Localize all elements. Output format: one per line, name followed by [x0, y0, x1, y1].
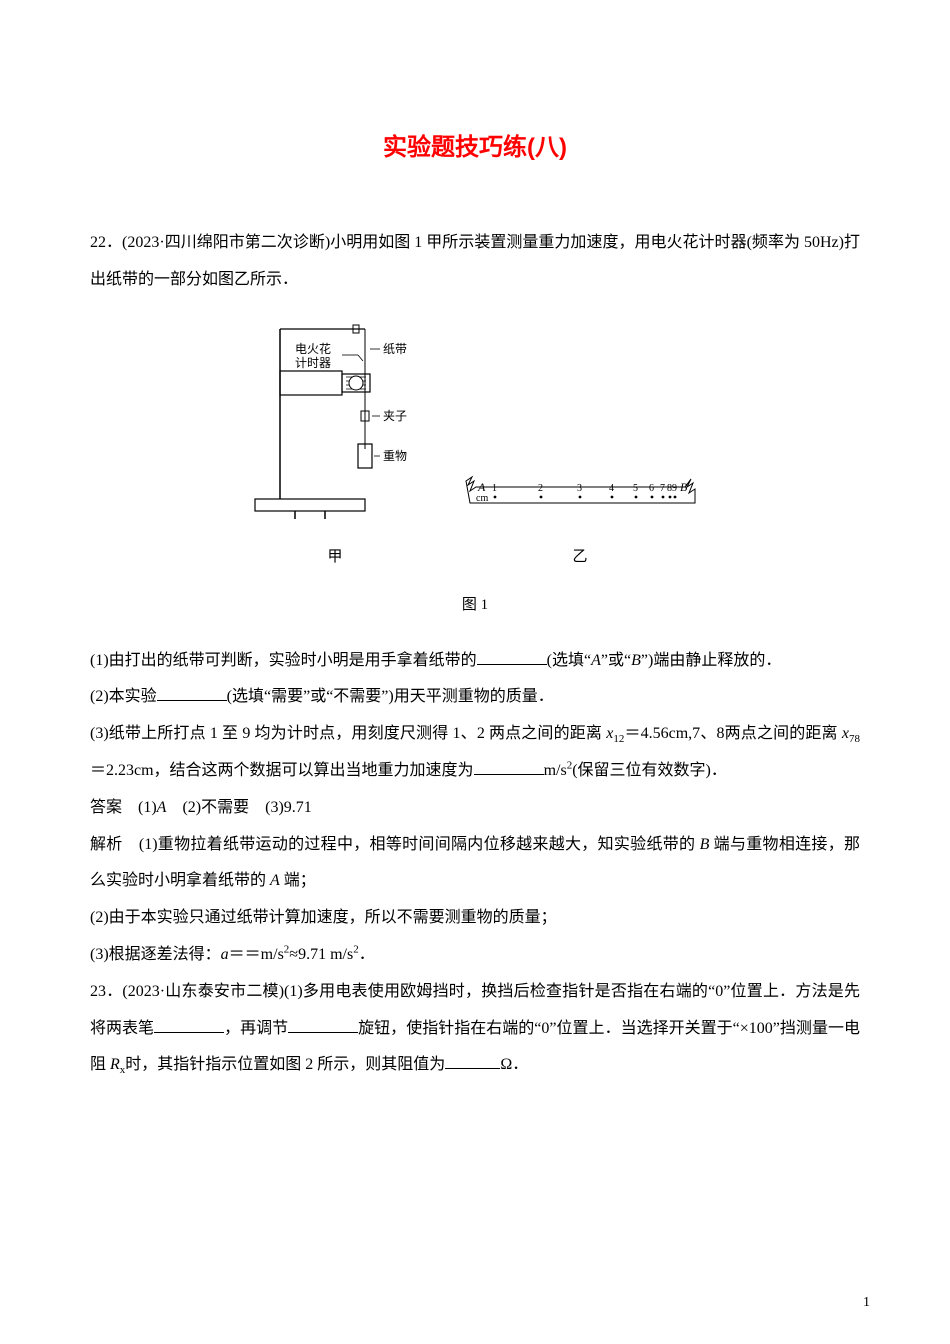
svg-text:计时器: 计时器 [295, 356, 331, 370]
svg-text:电火花: 电火花 [295, 341, 331, 356]
page-number: 1 [863, 1287, 870, 1319]
text: m/s [544, 762, 567, 779]
svg-text:夹子: 夹子 [383, 409, 407, 423]
text: ＝4.56cm,7、8两点之间的距离 [624, 725, 842, 742]
text: (3)根据逐差法得： [90, 946, 221, 963]
text: ”)端由静止释放的． [641, 652, 781, 669]
var-a-eq: a [221, 946, 229, 963]
q22-part2: (2)本实验 (选填“需要”或“不需要”)用天平测重物的质量． [90, 679, 860, 716]
text: (3)纸带上所打点 1 至 9 均为计时点，用刻度尺测得 1、2 两点之间的距离 [90, 725, 606, 742]
q22-part3: (3)纸带上所打点 1 至 9 均为计时点，用刻度尺测得 1、2 两点之间的距离… [90, 716, 860, 790]
sub: 12 [613, 733, 624, 745]
text: ＝＝m/s [229, 946, 284, 963]
q22-explain-2: (2)由于本实验只通过纸带计算加速度，所以不需要测重物的质量； [90, 900, 860, 937]
blank [288, 1016, 358, 1033]
text: Ω． [500, 1056, 528, 1073]
q22-answer: 答案 (1)A (2)不需要 (3)9.71 [90, 790, 860, 827]
text: ，再调节 [224, 1020, 288, 1037]
svg-text:重物: 重物 [383, 449, 407, 463]
svg-text:1: 1 [492, 483, 497, 494]
svg-text:5: 5 [633, 483, 638, 494]
text: ≈9.71 m/s [289, 946, 353, 963]
q22-stem: 22．(2023·四川绵阳市第二次诊断)小明用如图 1 甲所示装置测量重力加速度… [90, 225, 860, 299]
blank [445, 1052, 500, 1069]
ans-a: A [157, 799, 167, 816]
text: (2)本实验 [90, 688, 157, 705]
svg-text:6: 6 [649, 483, 654, 494]
text: (1)由打出的纸带可判断，实验时小明是用手拿着纸带的 [90, 652, 477, 669]
blank [477, 648, 547, 665]
text: ． [359, 946, 375, 963]
q22-part1: (1)由打出的纸带可判断，实验时小明是用手拿着纸带的 (选填“A”或“B”)端由静… [90, 643, 860, 680]
sub: 78 [849, 733, 860, 745]
tape-diagram: A B cm 1 2 3 4 5 6 7 8 9 [460, 469, 700, 519]
text: 时，其指针指示位置如图 2 所示，则其阻值为 [125, 1056, 445, 1073]
blank [474, 758, 544, 775]
text: (选填“需要”或“不需要”)用天平测重物的质量． [227, 688, 554, 705]
figure-1-caption: 图 1 [90, 588, 860, 623]
blank [154, 1016, 224, 1033]
text: ＝2.23cm，结合这两个数据可以算出当地重力加速度为 [90, 762, 474, 779]
svg-text:2: 2 [538, 483, 543, 494]
svg-text:3: 3 [577, 483, 582, 494]
svg-text:4: 4 [609, 483, 614, 494]
option-b: B [631, 652, 641, 669]
text: (选填“ [547, 652, 591, 669]
page-title: 实验题技巧练(八) [90, 120, 860, 175]
svg-text:7: 7 [660, 483, 665, 494]
text: 答案 (1) [90, 799, 157, 816]
svg-text:9: 9 [672, 483, 677, 494]
var-a: A [270, 872, 280, 889]
var-x78: x [842, 725, 849, 742]
fig-sublabel-left: 甲 [250, 540, 420, 575]
text: (2)不需要 (3)9.71 [166, 799, 311, 816]
text: (保留三位有效数字)． [572, 762, 727, 779]
svg-text:A: A [477, 480, 486, 494]
text: 端； [280, 872, 316, 889]
svg-text:纸带: 纸带 [383, 342, 407, 356]
svg-text:cm: cm [476, 493, 488, 504]
var-b: B [700, 836, 710, 853]
text: 解析 (1)重物拉着纸带运动的过程中，相等时间间隔内位移越来越大，知实验纸带的 [90, 836, 700, 853]
apparatus-diagram: 电火花 计时器 纸带 夹子 重物 [250, 319, 420, 519]
var-rx: R [110, 1056, 120, 1073]
q23-stem: 23．(2023·山东泰安市二模)(1)多用电表使用欧姆挡时，换挡后检查指针是否… [90, 974, 860, 1084]
option-a: A [591, 652, 601, 669]
svg-text:B: B [680, 480, 688, 494]
figure-1: 电火花 计时器 纸带 夹子 重物 甲 A B cm [90, 319, 860, 623]
blank [157, 684, 227, 701]
q22-explain-1: 解析 (1)重物拉着纸带运动的过程中，相等时间间隔内位移越来越大，知实验纸带的 … [90, 827, 860, 901]
text: ”或“ [601, 652, 631, 669]
fig-sublabel-right: 乙 [460, 540, 700, 575]
q22-explain-3: (3)根据逐差法得：a＝＝m/s2≈9.71 m/s2． [90, 937, 860, 974]
